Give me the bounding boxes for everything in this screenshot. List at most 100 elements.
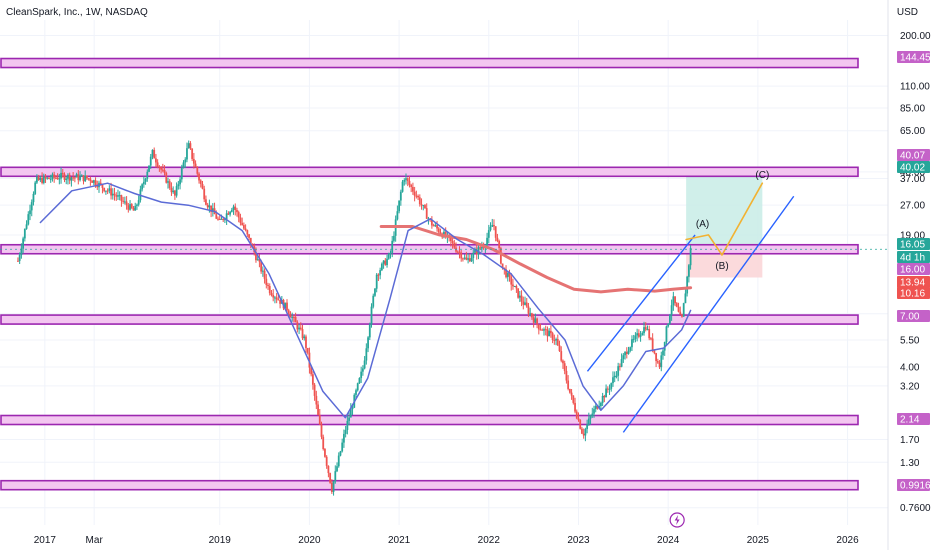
symbol-title: CleanSpark, Inc., 1W, NASDAQ bbox=[6, 7, 148, 18]
candle-body bbox=[63, 174, 66, 180]
candle-body bbox=[410, 184, 413, 187]
candle-body bbox=[308, 352, 311, 368]
candle-body bbox=[129, 204, 131, 210]
candle-body bbox=[327, 465, 330, 474]
candle-body bbox=[324, 449, 326, 457]
candle-body bbox=[294, 317, 297, 323]
candle-body bbox=[148, 165, 150, 172]
candle-body bbox=[343, 433, 345, 443]
candle-body bbox=[92, 180, 95, 183]
candle-body bbox=[396, 211, 399, 220]
candle-body bbox=[127, 205, 130, 210]
candle-body bbox=[674, 296, 676, 304]
candle-body bbox=[556, 339, 559, 346]
candle-body bbox=[506, 273, 509, 278]
x-tick-label: 2021 bbox=[388, 535, 411, 546]
candle-body bbox=[313, 384, 316, 396]
candle-body bbox=[534, 318, 537, 323]
candle-body bbox=[311, 374, 314, 385]
candle-body bbox=[415, 195, 418, 197]
candle-body bbox=[393, 235, 395, 241]
candle-body bbox=[239, 217, 242, 223]
candle-body bbox=[491, 224, 494, 227]
candle-body bbox=[89, 178, 92, 181]
candle-body bbox=[437, 228, 440, 233]
candle-body bbox=[460, 252, 463, 259]
candle-body bbox=[296, 322, 299, 330]
candle-body bbox=[70, 177, 73, 181]
candle-body bbox=[532, 317, 535, 323]
candle-body bbox=[513, 286, 516, 288]
candle-body bbox=[487, 230, 490, 238]
candle-body bbox=[620, 359, 623, 367]
price-tag bbox=[897, 161, 930, 173]
candle-body bbox=[155, 158, 157, 163]
candle-body bbox=[272, 295, 275, 298]
candle-body bbox=[524, 302, 526, 305]
candle-body bbox=[512, 284, 514, 287]
candle-body bbox=[25, 224, 28, 229]
price-tag-label: 2.14 bbox=[900, 415, 920, 426]
candle-body bbox=[579, 420, 582, 429]
candle-body bbox=[382, 260, 385, 264]
candle-body bbox=[641, 333, 644, 336]
candle-body bbox=[111, 193, 114, 196]
candle-body bbox=[562, 360, 564, 364]
candle-body bbox=[377, 274, 380, 276]
candle-body bbox=[249, 237, 252, 246]
candle-body bbox=[361, 368, 364, 372]
candle-body bbox=[482, 247, 485, 249]
y-tick-label: 3.20 bbox=[900, 381, 920, 392]
candle-body bbox=[489, 226, 492, 231]
candle-body bbox=[656, 361, 659, 363]
candle-body bbox=[593, 409, 595, 414]
candle-body bbox=[37, 176, 40, 180]
candle-body bbox=[73, 177, 76, 179]
candle-body bbox=[380, 263, 383, 271]
candle-body bbox=[672, 296, 675, 306]
wave-label-a: (A) bbox=[696, 219, 709, 230]
candle-body bbox=[398, 200, 401, 212]
support-resistance-zone bbox=[0, 479, 859, 491]
y-tick-label: 0.7600 bbox=[900, 503, 931, 514]
candle-body bbox=[451, 241, 454, 244]
candle-body bbox=[587, 418, 590, 425]
candle-body bbox=[36, 176, 38, 183]
price-tag bbox=[897, 413, 930, 425]
candle-body bbox=[667, 323, 670, 327]
candle-body bbox=[581, 428, 583, 434]
price-tag bbox=[897, 149, 930, 161]
candle-body bbox=[577, 418, 580, 421]
candle-body bbox=[493, 224, 495, 227]
candle-body bbox=[42, 176, 45, 183]
candle-body bbox=[230, 209, 233, 212]
candle-body bbox=[618, 366, 621, 368]
candle-body bbox=[151, 149, 154, 157]
candle-body bbox=[91, 180, 94, 183]
candle-body bbox=[424, 205, 426, 209]
candle-body bbox=[518, 295, 521, 298]
candle-body bbox=[172, 190, 175, 193]
price-tag bbox=[897, 310, 930, 322]
candle-body bbox=[555, 339, 557, 341]
candle-body bbox=[80, 175, 83, 177]
candle-body bbox=[425, 208, 428, 219]
candle-body bbox=[644, 327, 647, 330]
candle-body bbox=[612, 377, 614, 384]
candle-body bbox=[531, 313, 533, 318]
candle-body bbox=[677, 306, 680, 312]
candle-body bbox=[260, 261, 263, 272]
candle-body bbox=[686, 276, 689, 294]
candle-body bbox=[570, 392, 573, 396]
candle-body bbox=[572, 395, 575, 403]
candle-body bbox=[51, 174, 54, 179]
candle-body bbox=[610, 383, 613, 389]
candle-body bbox=[251, 245, 254, 247]
candle-body bbox=[679, 311, 682, 315]
candle-body bbox=[208, 205, 211, 208]
candle-body bbox=[336, 466, 338, 472]
x-tick-label: 2022 bbox=[478, 535, 501, 546]
candle-body bbox=[386, 258, 388, 266]
candle-body bbox=[306, 347, 309, 353]
